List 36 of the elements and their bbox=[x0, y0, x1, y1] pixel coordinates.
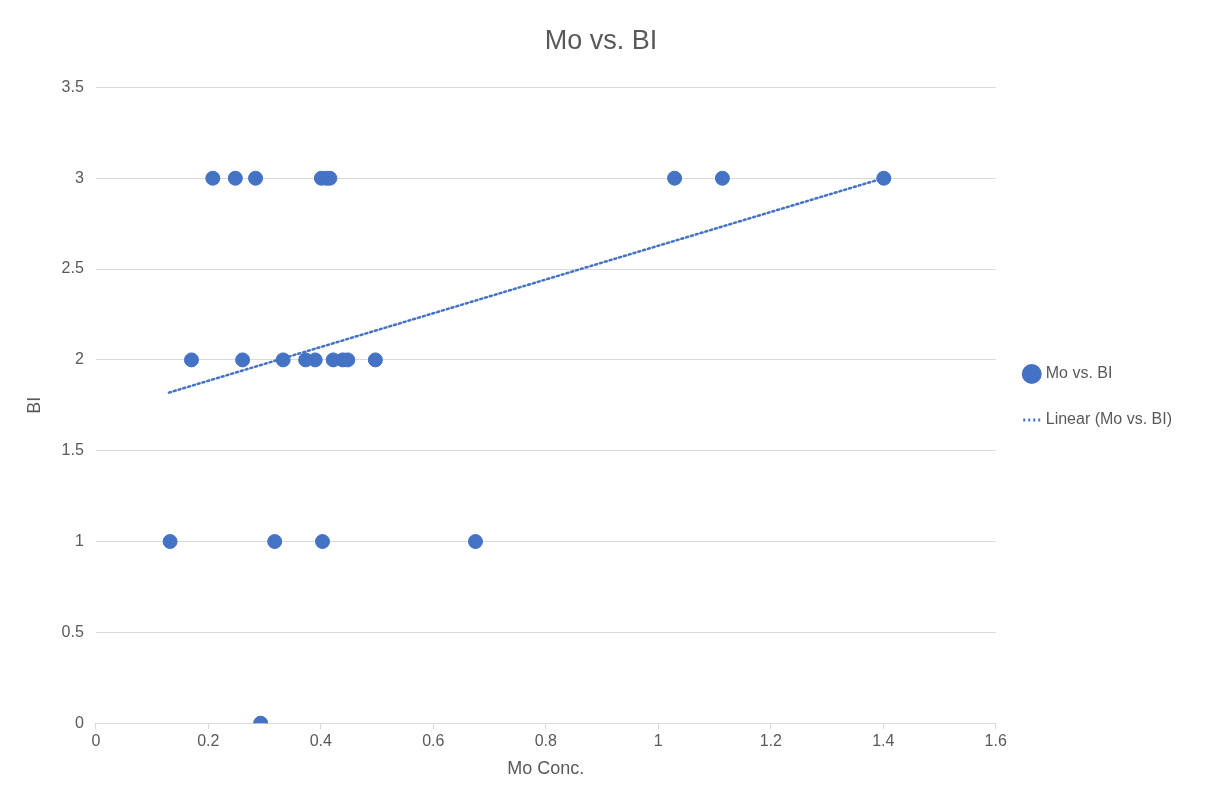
point bbox=[235, 352, 251, 368]
y-axis-title: BI bbox=[23, 396, 44, 414]
y-tick-label: 3.5 bbox=[61, 77, 84, 95]
point bbox=[162, 534, 178, 550]
point bbox=[227, 170, 243, 186]
point bbox=[275, 352, 291, 368]
legend-label: Linear (Mo vs. BI) bbox=[1045, 410, 1173, 428]
x-tick-label: 0 bbox=[91, 732, 101, 750]
point bbox=[367, 352, 383, 368]
point bbox=[714, 170, 730, 186]
point bbox=[267, 534, 283, 550]
point bbox=[667, 170, 683, 186]
y-tick-label: 2 bbox=[74, 350, 84, 368]
point bbox=[876, 170, 892, 186]
point bbox=[205, 170, 221, 186]
point bbox=[183, 352, 199, 368]
point bbox=[467, 534, 483, 550]
legend-label: Mo vs. BI bbox=[1045, 364, 1113, 382]
x-tick-label: 0.6 bbox=[422, 732, 445, 750]
y-tick-label: 1 bbox=[74, 531, 84, 549]
x-tick-label: 1.4 bbox=[872, 732, 895, 750]
y-tick-label: 2.5 bbox=[61, 259, 84, 277]
y-tick-label: 1.5 bbox=[61, 441, 84, 459]
x-tick-label: 0.2 bbox=[197, 732, 220, 750]
y-tick-label: 3 bbox=[74, 168, 84, 186]
y-tick-label: 0 bbox=[74, 713, 84, 731]
point bbox=[315, 534, 331, 550]
x-tick-label: 0.8 bbox=[534, 732, 558, 750]
x-tick-label: 0.4 bbox=[309, 732, 333, 750]
x-tick-label: 1.6 bbox=[984, 732, 1007, 750]
x-axis-title: Mo Conc. bbox=[507, 758, 585, 779]
x-tick-label: 1 bbox=[653, 732, 663, 750]
chart-title: Mo vs. BI bbox=[544, 24, 658, 55]
x-tick-label: 1.2 bbox=[759, 732, 782, 750]
point bbox=[248, 170, 264, 186]
y-tick-label: 0.5 bbox=[61, 622, 84, 640]
